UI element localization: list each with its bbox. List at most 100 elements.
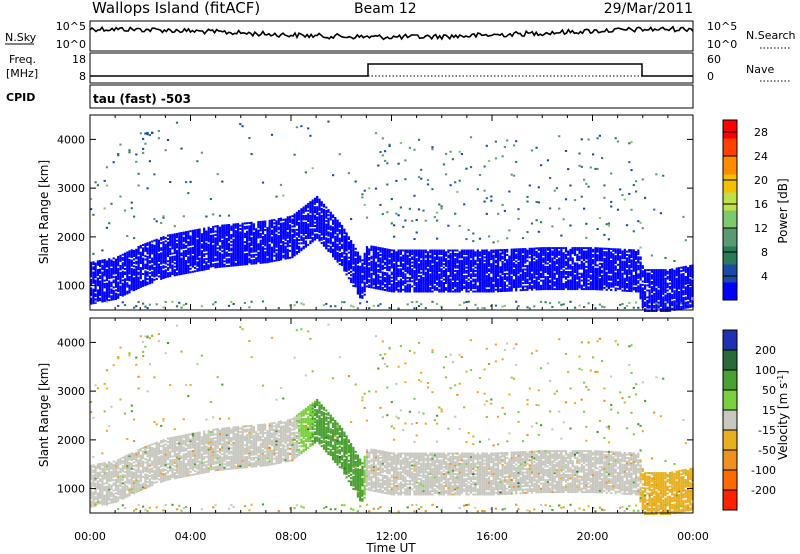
power-cell — [191, 250, 194, 253]
power-cell — [273, 259, 276, 262]
power-cell — [517, 263, 520, 266]
power-cell — [530, 280, 534, 283]
power-cell — [148, 278, 151, 281]
power-cell — [558, 262, 561, 265]
power-cell — [540, 248, 543, 251]
power-cell — [275, 257, 278, 260]
power-cell — [562, 262, 565, 265]
power-cell — [370, 274, 373, 277]
power-cell — [524, 253, 527, 256]
power-cell — [153, 260, 156, 263]
power-cell — [368, 286, 371, 288]
power-cell — [458, 287, 461, 290]
power-cell — [341, 233, 344, 236]
power-cell — [537, 201, 540, 204]
power-cell — [203, 258, 206, 261]
power-cell — [338, 256, 341, 259]
power-cell — [327, 233, 330, 235]
power-cell — [146, 267, 149, 270]
power-cell — [289, 234, 292, 237]
power-cell — [420, 177, 423, 180]
power-cell — [259, 232, 262, 235]
power-cell — [166, 241, 170, 244]
power-cell — [203, 239, 206, 242]
power-cell — [307, 235, 310, 238]
power-cell — [544, 250, 547, 253]
power-cell — [417, 287, 421, 290]
power-cell — [533, 283, 536, 286]
power-cell — [94, 289, 97, 292]
power-cell — [411, 285, 414, 288]
power-cell — [239, 248, 242, 251]
power-cell — [359, 270, 362, 273]
power-cell — [352, 281, 355, 284]
power-cell — [191, 260, 194, 263]
power-cell — [530, 276, 534, 279]
power-cell — [560, 288, 563, 291]
power-cell — [546, 281, 549, 284]
power-cell — [408, 285, 411, 288]
power-cell — [293, 234, 296, 236]
power-cell — [309, 220, 312, 222]
power-cell — [472, 249, 475, 252]
power-cell — [354, 263, 357, 266]
power-cell — [424, 288, 427, 291]
power-cell — [508, 229, 511, 232]
power-cell — [329, 305, 332, 308]
power-cell — [530, 288, 534, 291]
power-cell — [490, 283, 493, 286]
power-cell — [485, 253, 488, 255]
power-cell — [137, 287, 140, 289]
power-cell — [406, 290, 409, 293]
power-cell — [449, 273, 452, 276]
power-cell — [175, 232, 179, 235]
power-cell — [270, 251, 274, 254]
power-cell — [293, 218, 296, 221]
power-cell — [123, 252, 127, 255]
power-cell — [359, 279, 362, 282]
power-cell — [114, 289, 118, 292]
power-cell — [469, 285, 473, 288]
power-cell — [356, 278, 359, 281]
power-cell — [436, 283, 439, 286]
power-cell — [151, 266, 154, 269]
power-cell — [521, 275, 525, 278]
power-cell — [458, 270, 461, 272]
power-cell — [558, 260, 561, 263]
power-cell — [580, 260, 583, 263]
power-cell — [365, 261, 369, 264]
power-cell — [246, 247, 249, 250]
power-cell — [214, 259, 217, 262]
power-cell — [578, 264, 581, 267]
power-cell — [250, 153, 253, 156]
power-cell — [408, 270, 411, 272]
power-cell — [537, 254, 540, 257]
power-cell — [399, 206, 402, 209]
power-cell — [442, 258, 445, 261]
power-cell — [447, 263, 450, 266]
power-cell — [289, 231, 292, 234]
power-cell — [216, 225, 219, 228]
power-cell — [341, 247, 344, 250]
power-cell — [445, 273, 448, 276]
power-cell — [343, 245, 346, 248]
power-cell — [243, 261, 246, 264]
power-cell — [438, 275, 441, 278]
power-cell — [483, 165, 486, 168]
power-cell — [499, 278, 502, 281]
power-cell — [483, 282, 486, 284]
freq-label-line1: Freq. — [9, 53, 36, 66]
power-cell — [216, 238, 219, 241]
power-cell — [214, 252, 217, 255]
power-cell — [90, 294, 93, 297]
power-cell — [368, 258, 371, 261]
power-cell — [535, 261, 538, 264]
power-cell — [313, 206, 317, 209]
power-cell — [384, 272, 387, 274]
power-cell — [166, 253, 170, 256]
power-cell — [530, 261, 534, 264]
power-cell — [162, 237, 165, 240]
power-cell — [429, 259, 432, 262]
power-cell — [549, 274, 552, 277]
power-cell — [359, 287, 362, 290]
